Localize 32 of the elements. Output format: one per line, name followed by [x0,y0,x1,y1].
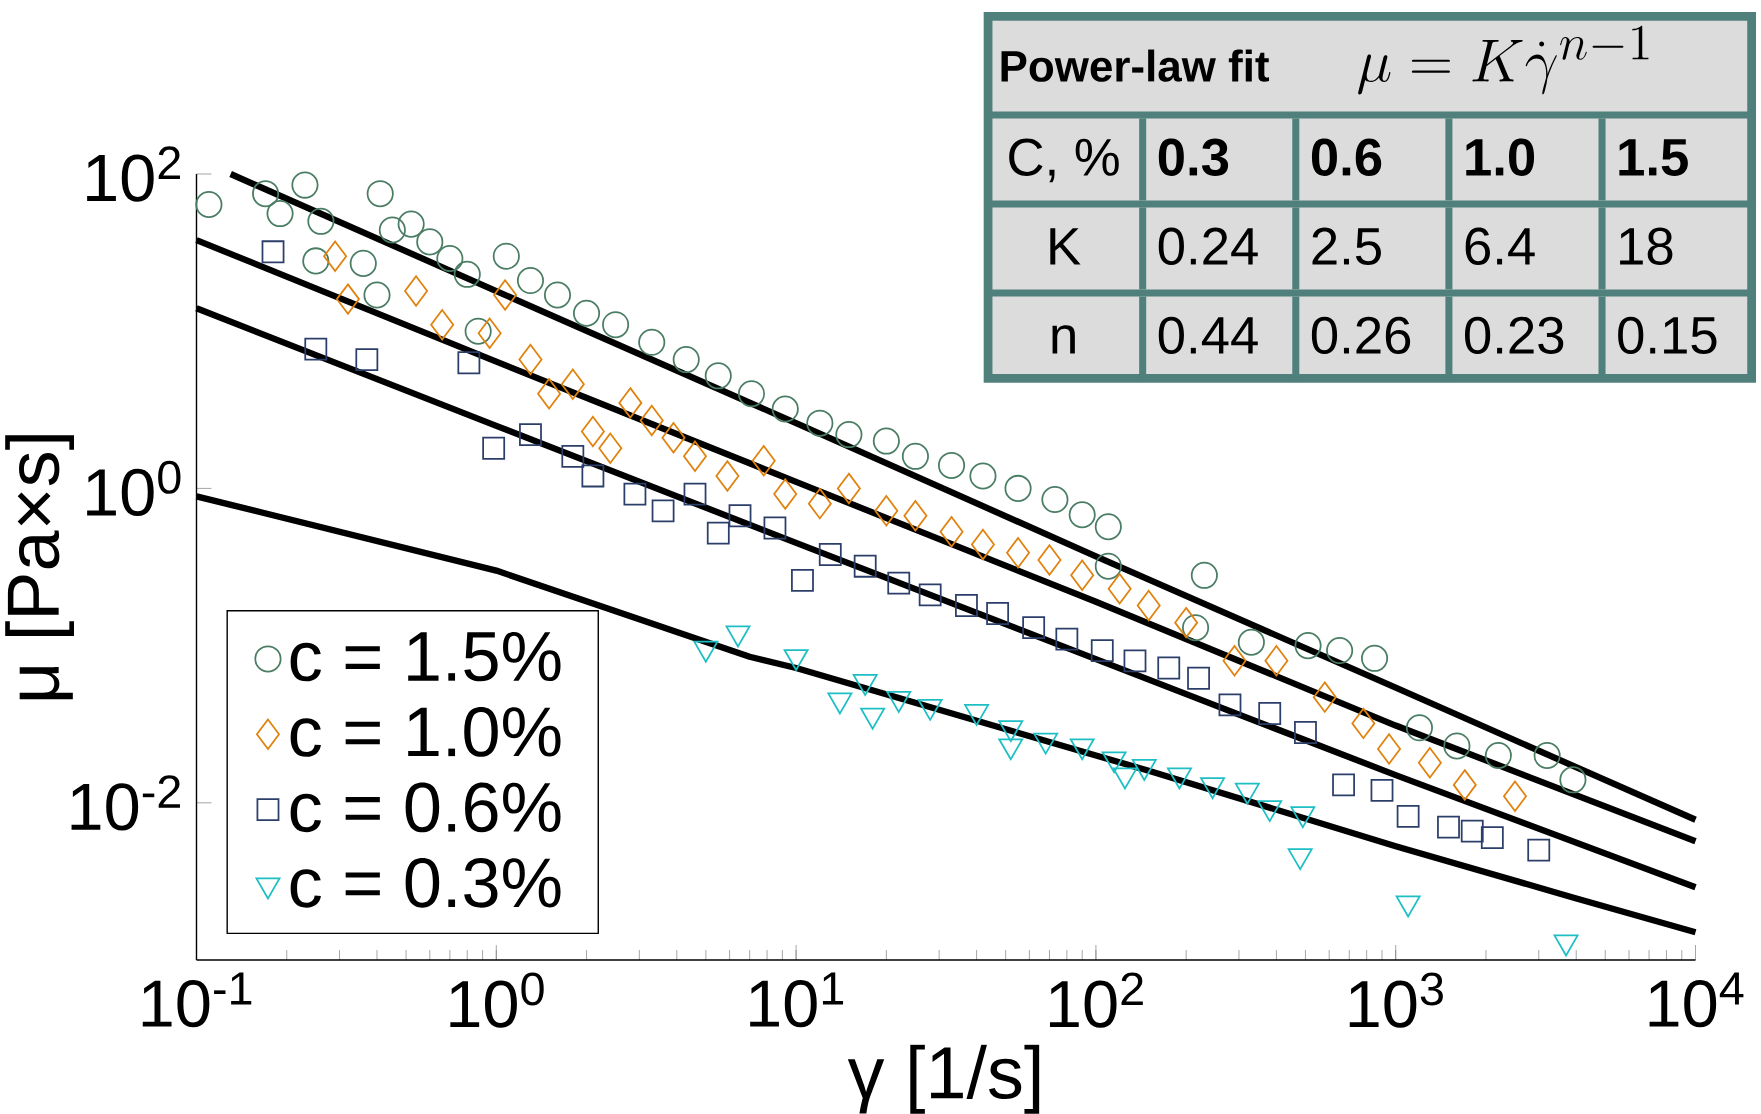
x-tick-label: 10$^{3}$ [1349,972,1443,1028]
x-tick-label: 10$^{0}$ [450,972,544,1028]
annotation: n [1052,325,1075,354]
legend-label: c = 1.5% [290,631,561,682]
x-tick-label: 10$^{1}$ [750,972,844,1028]
y-tick-label: 10$^{2}$ [87,146,180,202]
annotation: 0.6 [1311,138,1382,176]
annotation: 1.0 [1466,138,1535,176]
annotation: 0.44 [1158,316,1258,354]
y-tick-label: 10$^{0}$ [87,460,181,517]
annotation: 0.26 [1311,316,1411,354]
x-tick-label: 10$^{2}$ [1049,972,1143,1028]
legend-label: c = 0.6% [290,782,561,833]
y-tick-label: 10$^{-2}$ [71,775,180,831]
y-axis-title: μ [Pa×s] [5,435,74,700]
annotation: 0.24 [1158,227,1258,265]
annotation: 0.23 [1465,316,1564,354]
annotation: C, % [1009,138,1119,183]
annotation: K [1050,228,1081,265]
legend-label: c = 1.0% [290,707,561,757]
annotation: 6.4 [1465,227,1535,265]
annotation: 1.5 [1619,139,1688,176]
x-tick-label: 10$^{-1}$ [142,972,252,1028]
x-tick-label: 10$^{4}$ [1649,972,1744,1028]
x-axis-title: γ [1/s] [847,1044,1040,1114]
annotation: 0.15 [1618,316,1717,354]
annotation: 0.3 [1158,138,1229,177]
legend-label: c = 0.3% [290,857,561,908]
text: $\mu = K\dot{\gamma}^{n-1}$ [1358,25,1649,95]
text: Power-law fit [1001,49,1270,82]
annotation: 2.5 [1312,227,1381,265]
annotation: 18 [1620,227,1673,265]
